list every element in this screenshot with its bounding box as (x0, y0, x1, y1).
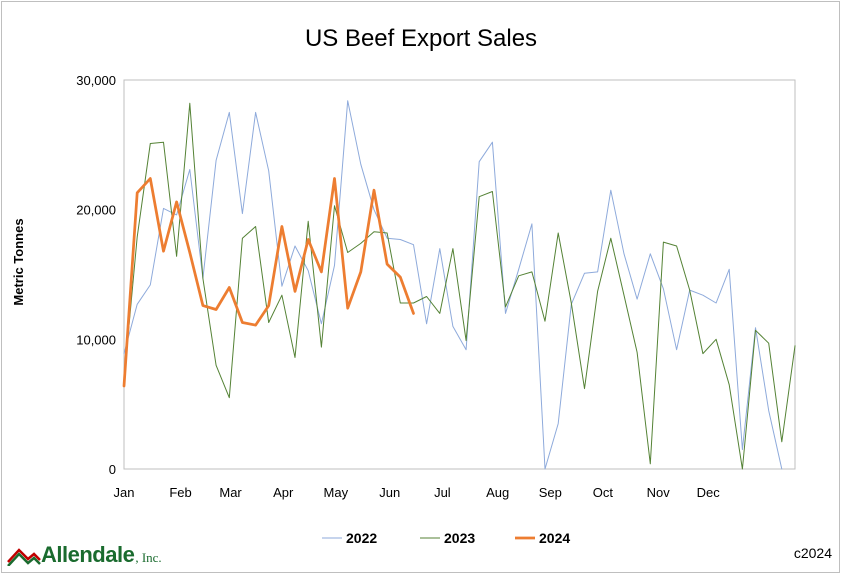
logo-suffix: , Inc. (135, 550, 162, 565)
series-lines (122, 100, 796, 470)
y-tick-label: 0 (109, 462, 116, 477)
plot-area (123, 79, 796, 470)
legend: 2022 2023 2024 (322, 530, 570, 546)
logo-mark-icon (7, 548, 41, 566)
x-tick-label: Jan (114, 485, 135, 500)
x-tick-label: Apr (273, 485, 294, 500)
legend-label-2024: 2024 (539, 530, 570, 546)
series-line-2024 (122, 177, 415, 388)
x-tick-label: Jun (379, 485, 400, 500)
x-tick-label: Sep (539, 485, 562, 500)
x-tick-label: Nov (647, 485, 671, 500)
logo-wordmark: Allendale (41, 542, 135, 567)
series-line-2022 (123, 100, 783, 470)
chart-title: US Beef Export Sales (305, 25, 537, 52)
allendale-logo: Allendale , Inc. (7, 540, 162, 566)
x-tick-label: May (324, 485, 349, 500)
legend-label-2023: 2023 (444, 530, 475, 546)
y-axis-label: Metric Tonnes (11, 218, 26, 305)
x-axis-ticks: Jan Feb Mar Apr May Jun Jul Aug Sep Oct Nov Dec (114, 485, 721, 500)
x-tick-label: Oct (593, 485, 614, 500)
x-tick-label: Jul (434, 485, 451, 500)
series-line-2023 (123, 102, 796, 470)
y-axis-ticks: 0 10,000 20,000 30,000 (76, 73, 116, 477)
y-tick-label: 30,000 (76, 73, 116, 88)
y-tick-label: 10,000 (76, 332, 116, 347)
legend-label-2022: 2022 (346, 530, 377, 546)
x-tick-label: Mar (219, 485, 242, 500)
copyright-label: c2024 (794, 545, 832, 561)
x-tick-label: Aug (486, 485, 509, 500)
x-tick-label: Dec (697, 485, 721, 500)
x-tick-label: Feb (169, 485, 191, 500)
y-tick-label: 20,000 (76, 203, 116, 218)
